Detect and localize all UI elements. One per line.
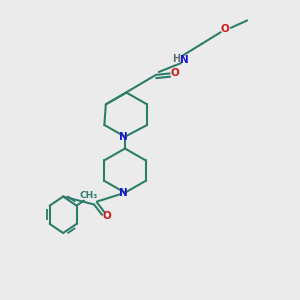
Text: CH₃: CH₃ bbox=[79, 191, 98, 200]
Text: N: N bbox=[180, 55, 189, 65]
Text: H: H bbox=[172, 54, 181, 64]
Text: N: N bbox=[119, 188, 128, 198]
Text: O: O bbox=[221, 24, 230, 34]
Text: O: O bbox=[103, 211, 112, 221]
Text: O: O bbox=[171, 68, 179, 78]
Text: N: N bbox=[119, 132, 128, 142]
